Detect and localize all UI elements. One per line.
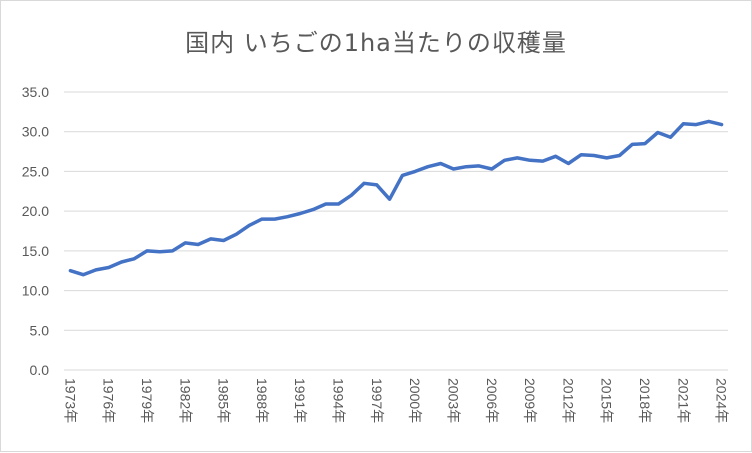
y-tick-label: 5.0 bbox=[30, 322, 50, 338]
y-tick-label: 35.0 bbox=[22, 84, 49, 100]
x-tick-label: 2003年 bbox=[445, 378, 461, 423]
x-tick-label: 2012年 bbox=[560, 378, 576, 423]
x-tick-label: 1976年 bbox=[101, 378, 117, 423]
x-tick-label: 2021年 bbox=[675, 378, 691, 423]
y-tick-label: 20.0 bbox=[22, 203, 49, 219]
x-tick-label: 2018年 bbox=[637, 378, 653, 423]
y-tick-label: 0.0 bbox=[30, 362, 50, 378]
x-tick-label: 2009年 bbox=[522, 378, 538, 423]
x-tick-label: 2024年 bbox=[714, 378, 730, 423]
x-tick-label: 1991年 bbox=[292, 378, 308, 423]
y-tick-label: 15.0 bbox=[22, 243, 49, 259]
x-tick-label: 1985年 bbox=[216, 378, 232, 423]
y-tick-label: 25.0 bbox=[22, 163, 49, 179]
y-axis-tick-labels: 0.0 5.0 10.0 15.0 20.0 25.0 30.0 35.0 bbox=[22, 84, 49, 378]
x-tick-label: 1988年 bbox=[254, 378, 270, 423]
x-axis-tick-labels: 1973年 1976年 1979年 1982年 1985年 1988年 1991年 1994年… bbox=[62, 378, 729, 423]
x-tick-label: 1979年 bbox=[139, 378, 155, 423]
gridlines bbox=[64, 91, 728, 371]
x-tick-label: 2015年 bbox=[599, 378, 615, 423]
x-tick-label: 1982年 bbox=[177, 378, 193, 423]
x-tick-label: 1994年 bbox=[331, 378, 347, 423]
data-series-line bbox=[68, 119, 724, 277]
y-tick-label: 30.0 bbox=[22, 124, 49, 140]
x-tick-label: 2006年 bbox=[484, 378, 500, 423]
y-tick-label: 10.0 bbox=[22, 283, 49, 299]
x-tick-label: 1973年 bbox=[62, 378, 78, 423]
x-tick-label: 1997年 bbox=[369, 378, 385, 423]
x-tick-label: 2000年 bbox=[407, 378, 423, 423]
chart-title: 国内 いちごの1ha当たりの収穫量 bbox=[185, 29, 567, 57]
